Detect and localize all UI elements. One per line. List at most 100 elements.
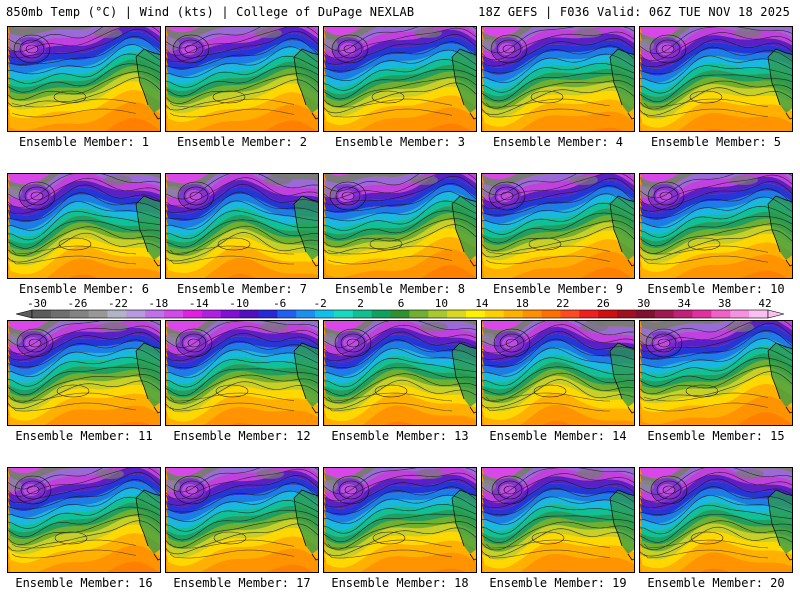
member-label: Ensemble Member: 5 [650,135,782,149]
ensemble-member-map [639,320,793,426]
temperature-field [8,468,160,572]
colorbar-tick-label: -26 [67,297,87,310]
member-label: Ensemble Member: 8 [334,282,466,296]
ensemble-member-map [481,467,635,573]
ensemble-member-map [7,26,161,132]
temperature-field [640,174,792,278]
colorbar-tick-label: 2 [357,297,364,310]
colorbar-swatch [126,310,146,318]
colorbar-swatch [522,310,543,318]
colorbar-tick-label: 34 [677,297,691,310]
colorbar-swatch [635,310,656,318]
member-label: Ensemble Member: 4 [492,135,624,149]
member-label: Ensemble Member: 15 [647,429,785,443]
colorbar-min-arrow [15,309,33,319]
colorbar-swatch [107,310,127,318]
temperature-field [166,321,318,425]
colorbar-swatch [654,310,675,318]
ensemble-member-map [7,467,161,573]
colorbar-swatch [447,310,467,318]
colorbar-swatch [749,310,769,318]
colorbar-swatch [541,310,561,318]
colorbar-swatch [598,310,618,318]
colorbar-tick-label: -22 [108,297,128,310]
colorbar-swatch [50,310,71,318]
colorbar-swatch [277,310,297,318]
temperature-field [482,174,634,278]
ensemble-member-map [165,320,319,426]
member-label: Ensemble Member: 20 [647,576,785,590]
temperature-field [324,27,476,131]
temperature-field [8,174,160,278]
colorbar-swatch [220,310,241,318]
ensemble-member-map [7,173,161,279]
colorbar-tick-label: -6 [273,297,286,310]
member-label: Ensemble Member: 7 [176,282,308,296]
member-label: Ensemble Member: 17 [173,576,311,590]
colorbar-swatch [579,310,599,318]
colorbar-swatch [503,310,524,318]
member-label: Ensemble Member: 2 [176,135,308,149]
temperature-field [640,27,792,131]
colorbar-swatch [409,310,429,318]
ensemble-member-map [481,26,635,132]
colorbar-tick-label: 30 [637,297,650,310]
member-label: Ensemble Member: 11 [15,429,153,443]
colorbar-tick-label: 22 [556,297,569,310]
member-label: Ensemble Member: 12 [173,429,311,443]
colorbar-swatch [466,310,486,318]
colorbar-swatch [333,310,354,318]
colorbar-swatch [673,310,694,318]
colorbar-swatch [164,310,184,318]
temperature-field [482,321,634,425]
temperature-field [166,174,318,278]
colorbar-tick-label: 26 [597,297,610,310]
colorbar-swatch [371,310,392,318]
member-label: Ensemble Member: 19 [489,576,627,590]
colorbar-swatch [145,310,165,318]
member-label: Ensemble Member: 18 [331,576,469,590]
member-label: Ensemble Member: 9 [492,282,624,296]
member-label: Ensemble Member: 10 [647,282,785,296]
colorbar-tick-label: -2 [313,297,326,310]
colorbar-swatch [390,310,410,318]
colorbar-swatch [296,310,316,318]
member-label: Ensemble Member: 13 [331,429,469,443]
ensemble-member-map [165,467,319,573]
ensemble-member-map [323,173,477,279]
colorbar-swatch [730,310,750,318]
colorbar-tick-label: 38 [718,297,731,310]
member-label: Ensemble Member: 1 [18,135,150,149]
ensemble-member-map [323,26,477,132]
colorbar-swatch [239,310,259,318]
colorbar-tick-label: -18 [148,297,168,310]
colorbar-max-arrow [767,309,785,319]
colorbar-swatch [315,310,335,318]
colorbar-swatch [711,310,731,318]
member-label: Ensemble Member: 14 [489,429,627,443]
temperature-field [166,27,318,131]
colorbar-tick-label: 10 [435,297,448,310]
temperature-field [8,321,160,425]
temperature-field [640,468,792,572]
ensemble-member-map [639,467,793,573]
colorbar-swatch [32,310,52,318]
temperature-field [482,27,634,131]
ensemble-member-map [481,320,635,426]
header-title: 850mb Temp (°C) | Wind (kts) | College o… [6,5,415,19]
ensemble-member-map [165,26,319,132]
colorbar-tick-label: -14 [189,297,209,310]
colorbar-tick-label: -10 [229,297,249,310]
member-label: Ensemble Member: 6 [18,282,150,296]
colorbar-swatch [182,310,203,318]
colorbar-swatch [484,310,505,318]
ensemble-member-map [481,173,635,279]
colorbar-swatch [88,310,108,318]
temperature-field [8,27,160,131]
colorbar-swatch [258,310,278,318]
ensemble-member-map [639,173,793,279]
colorbar-tick-label: 42 [758,297,771,310]
temperature-field [166,468,318,572]
colorbar-swatch [560,310,580,318]
temperature-colorbar: -30 -26 -22 -18 -14 -10 -6 -2 2 6 10 14 18 22 26 30 34 38… [15,297,785,319]
